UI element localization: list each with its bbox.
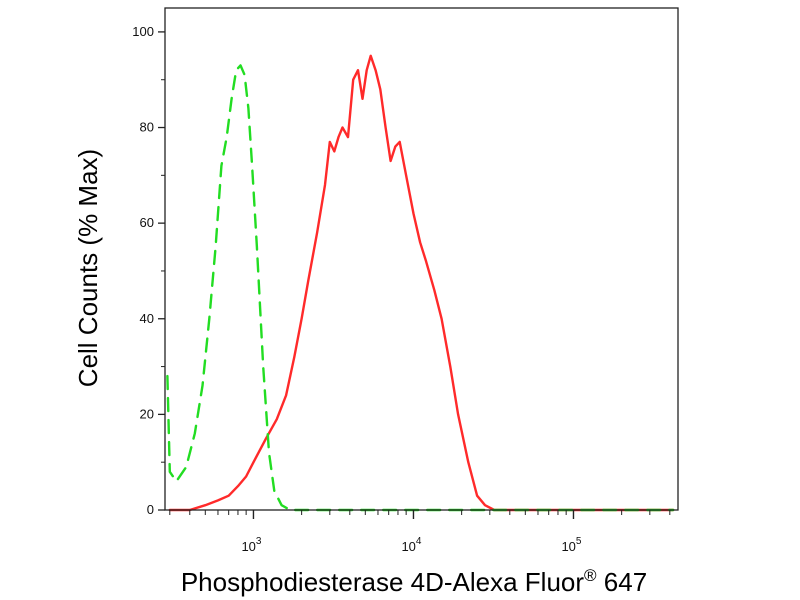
x-tick-label: 105 (561, 536, 581, 554)
x-axis-title-suffix: 647 (597, 567, 648, 597)
x-axis: 103 104 105 (169, 510, 671, 554)
x-tick-label: 103 (241, 536, 261, 554)
x-axis-title-main: Phosphodiesterase 4D-Alexa Fluor (181, 567, 585, 597)
y-tick-label: 0 (147, 502, 154, 517)
y-tick-label: 60 (140, 215, 154, 230)
x-axis-title-superscript: ® (584, 566, 597, 585)
y-axis-title: Cell Counts (% Max) (73, 149, 103, 387)
x-tick-label: 104 (401, 536, 421, 554)
y-tick-label: 100 (132, 24, 154, 39)
plot-frame (164, 7, 679, 511)
y-tick-label: 80 (140, 120, 154, 135)
x-axis-title: Phosphodiesterase 4D-Alexa Fluor® 647 (181, 566, 647, 597)
series-line-1 (168, 54, 675, 512)
y-tick-label: 20 (140, 406, 154, 421)
y-axis: 0 20 40 60 80 100 (132, 24, 165, 517)
y-tick-label: 40 (140, 311, 154, 326)
